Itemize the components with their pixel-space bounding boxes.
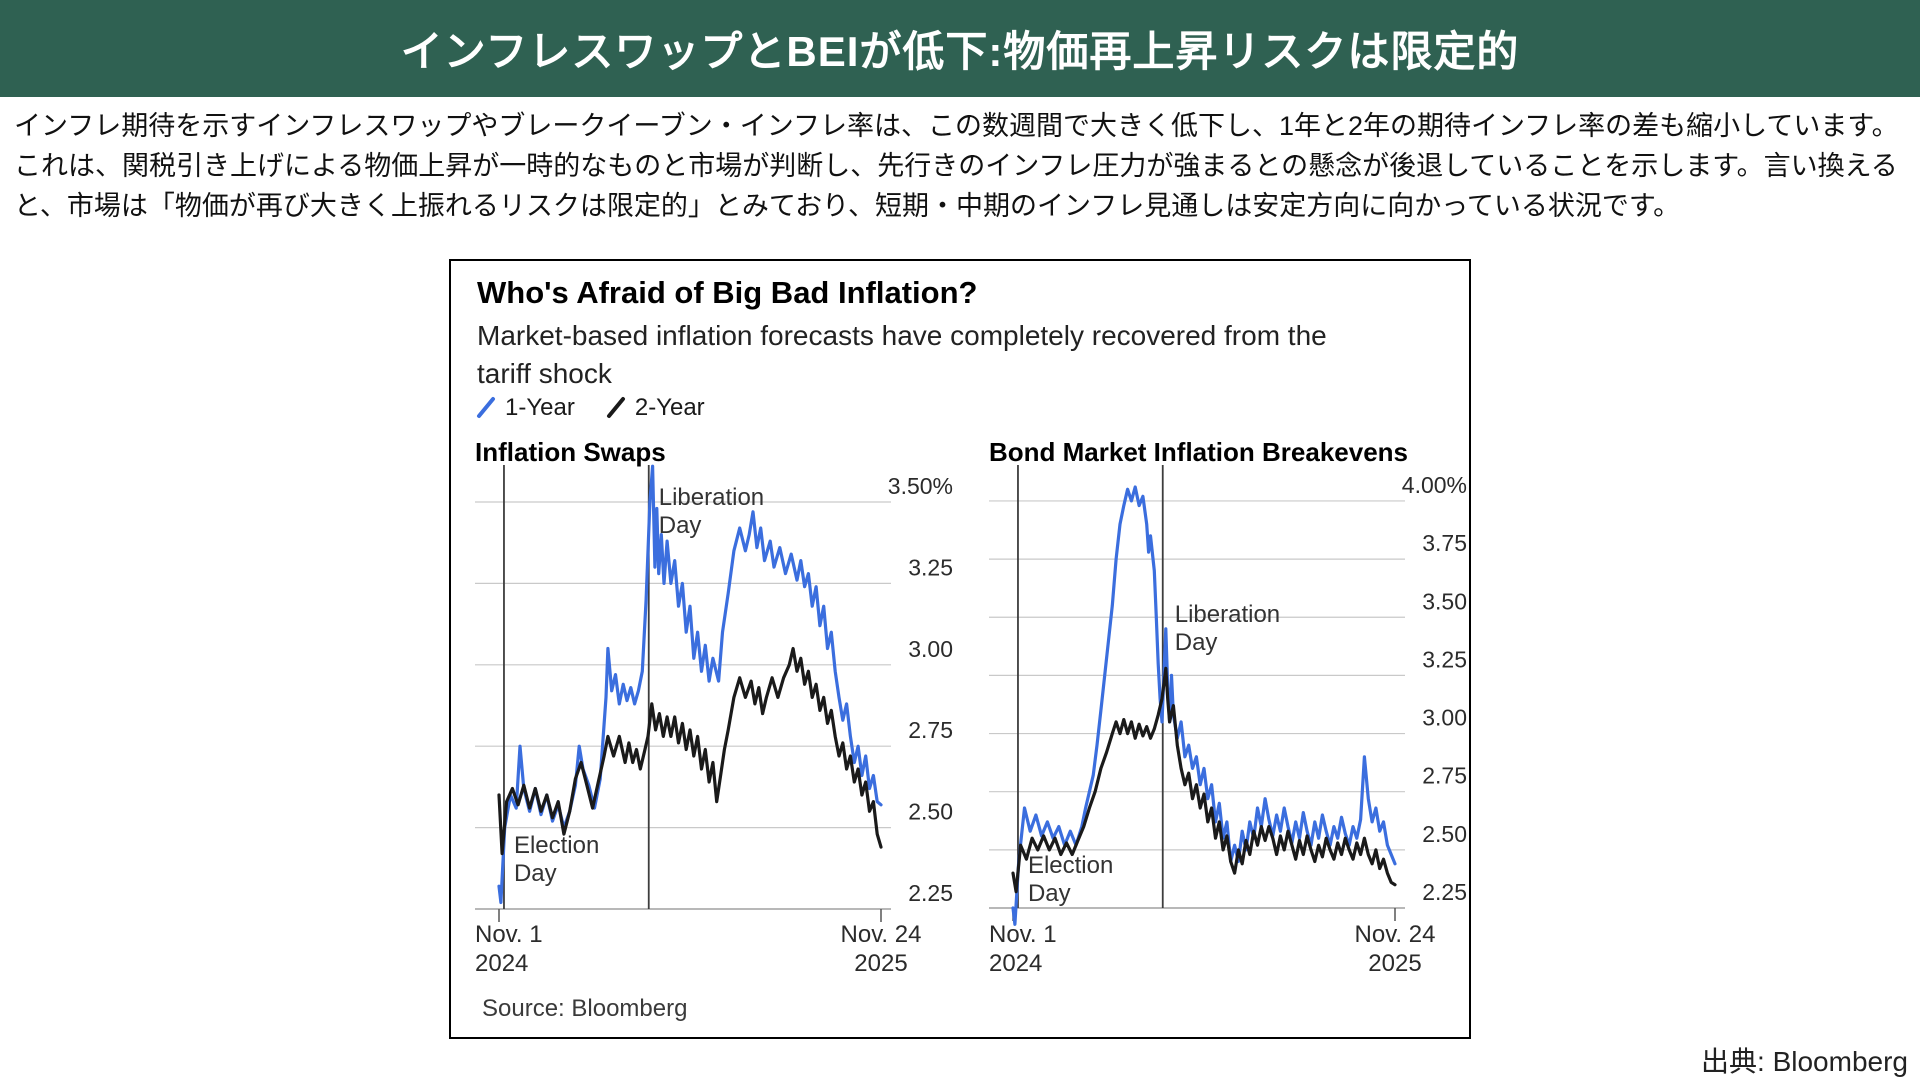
chart-subtitle-line2: tariff shock	[477, 358, 612, 389]
annotation-label: Election	[514, 832, 599, 859]
x-axis-tick-label: 2025	[854, 950, 907, 977]
x-axis-tick-label: 2024	[989, 950, 1042, 977]
annotation-label: Day	[514, 860, 557, 887]
annotation-label: Day	[1175, 629, 1218, 656]
body-paragraph: インフレ期待を示すインフレスワップやブレークイーブン・インフレ率は、この数週間で…	[14, 111, 1899, 221]
x-axis-tick-label: 2024	[475, 950, 528, 977]
y-axis-tick-label: 3.00	[908, 636, 953, 662]
chart-source: Source: Bloomberg	[482, 995, 688, 1022]
x-axis-tick-label: Nov. 24	[1355, 921, 1436, 948]
header-bar: インフレスワップとBEIが低下:物価再上昇リスクは限定的	[0, 0, 1920, 97]
line-swatch-icon	[606, 397, 625, 418]
panel-title: Inflation Swaps	[475, 441, 666, 467]
x-axis-tick-label: Nov. 24	[841, 921, 922, 948]
line-swatch-icon	[477, 397, 495, 418]
chart-subtitle: Market-based inflation forecasts have co…	[477, 317, 1327, 393]
chart-subtitle-line1: Market-based inflation forecasts have co…	[477, 320, 1327, 351]
series-line-2-year	[1011, 666, 1397, 894]
x-axis-tick-label: Nov. 1	[989, 921, 1057, 948]
bloomberg-chart-figure: Who's Afraid of Big Bad Inflation? Marke…	[449, 259, 1471, 1039]
y-axis-tick-label: 3.00	[1422, 705, 1467, 731]
y-axis-tick-label: 2.75	[908, 717, 953, 743]
series-line-1-year	[1011, 485, 1397, 926]
y-axis-tick-label: 3.25	[1422, 646, 1467, 672]
legend-item-2year: 2-Year	[605, 394, 705, 422]
chart-title: Who's Afraid of Big Bad Inflation?	[477, 275, 978, 310]
inflation-swaps-panel: 3.50%3.253.002.752.502.25ElectionDayLibe…	[475, 441, 953, 977]
y-axis-tick-label: 3.50	[1422, 588, 1467, 614]
annotation-label: Day	[659, 512, 702, 539]
legend-item-1year: 1-Year	[475, 394, 575, 422]
panel-title: Bond Market Inflation Breakevens	[989, 441, 1408, 467]
annotation-label: Liberation	[1175, 601, 1280, 628]
y-axis-tick-label: 2.50	[908, 799, 953, 825]
x-axis-tick-label: Nov. 1	[475, 921, 543, 948]
annotation-label: Election	[1028, 852, 1113, 879]
series-line-2-year	[497, 646, 883, 856]
y-axis-tick-label: 2.75	[1422, 763, 1467, 789]
y-axis-tick-label: 2.50	[1422, 821, 1467, 847]
y-axis-tick-label: 2.25	[1422, 879, 1467, 905]
y-axis-tick-label: 3.50%	[888, 473, 953, 499]
annotation-label: Day	[1028, 880, 1071, 907]
slide-source: 出典: Bloomberg	[1701, 1046, 1908, 1077]
page-title: インフレスワップとBEIが低下:物価再上昇リスクは限定的	[400, 28, 1520, 75]
annotation-label: Liberation	[659, 484, 764, 511]
legend-label-1year: 1-Year	[505, 394, 575, 421]
y-axis-tick-label: 4.00%	[1402, 472, 1467, 498]
y-axis-tick-label: 3.75	[1422, 530, 1467, 556]
breakevens-panel: 4.00% 3.75 3.50 3.25 3.00 2.75 2.50 2.25 Electio…	[989, 441, 1467, 977]
legend-label-2year: 2-Year	[634, 394, 705, 421]
chart-legend: 1-Year 2-Year	[475, 394, 705, 422]
y-axis-tick-label: 2.25	[908, 880, 953, 906]
x-axis-tick-label: 2025	[1368, 950, 1421, 977]
y-axis-tick-label: 3.25	[908, 554, 953, 580]
